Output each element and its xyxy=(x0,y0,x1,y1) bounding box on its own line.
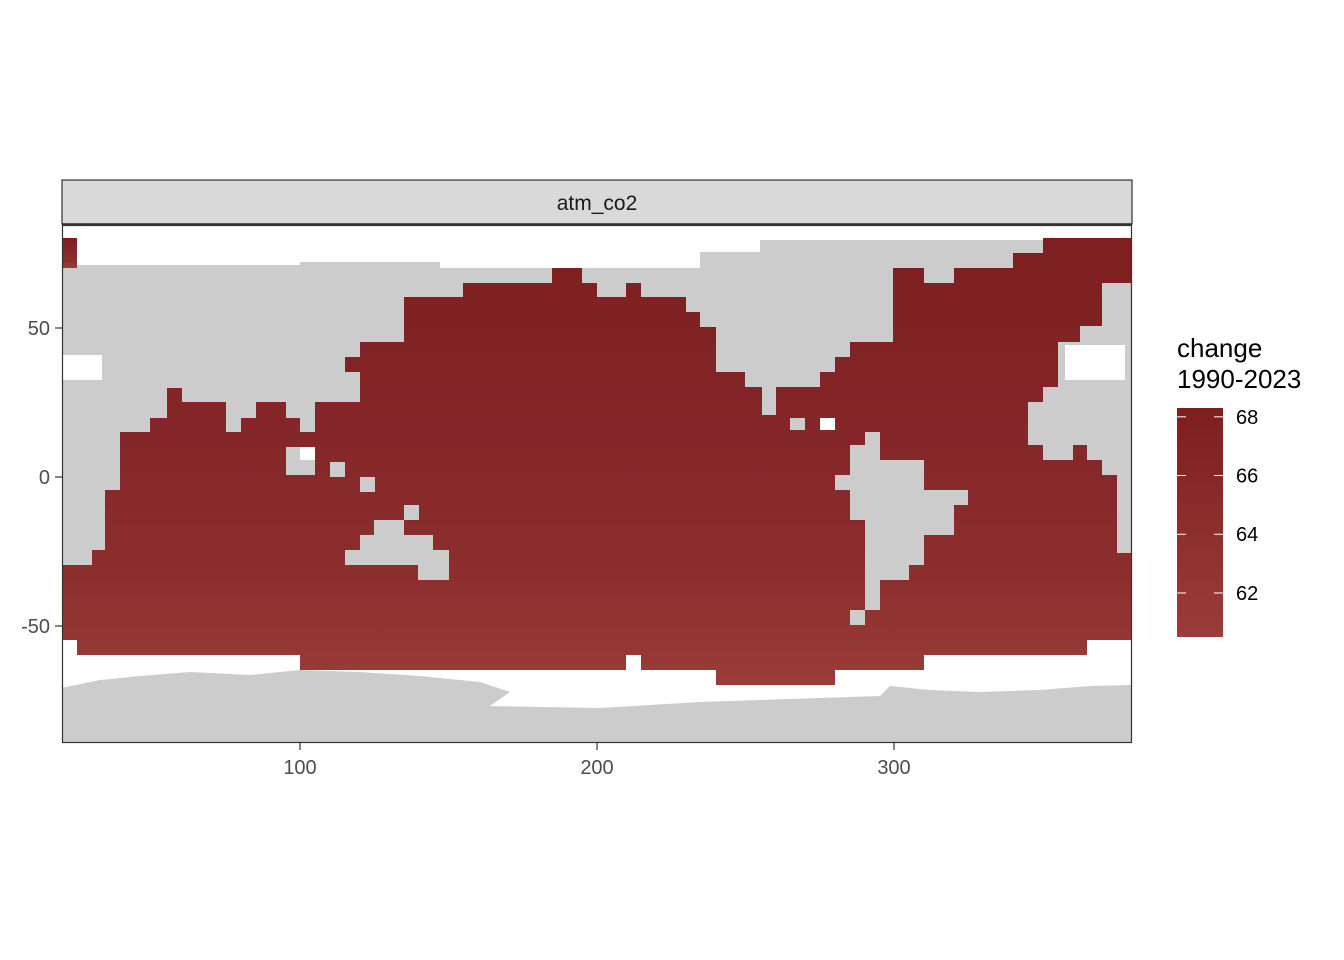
x-tick-label: 100 xyxy=(283,757,316,779)
legend-tick-label: 64 xyxy=(1236,524,1258,546)
x-tick-label: 300 xyxy=(877,757,910,779)
facet-strip-label: atm_co2 xyxy=(557,192,638,215)
legend-tick-label: 62 xyxy=(1236,583,1258,605)
land-island-caribbean xyxy=(790,418,805,430)
map-panel xyxy=(62,226,1132,743)
y-tick-label: 0 xyxy=(39,467,50,489)
land-island-sulawesi xyxy=(330,462,345,477)
y-tick-label: -50 xyxy=(21,616,50,638)
missing-cell xyxy=(626,655,641,670)
missing-cell xyxy=(820,418,835,430)
missing-cell xyxy=(300,447,315,460)
legend: change 1990-2023 68 66 64 62 xyxy=(1177,333,1301,637)
ocean-cell-northwest xyxy=(62,238,77,268)
land-island-sumatra xyxy=(286,447,301,475)
y-tick-label: 50 xyxy=(28,318,50,340)
legend-tick-label: 68 xyxy=(1236,407,1258,429)
missing-cell xyxy=(1065,345,1125,380)
x-tick-label: 200 xyxy=(580,757,613,779)
y-axis: 50 0 -50 xyxy=(21,318,62,638)
land-island-new-zealand xyxy=(404,505,419,520)
legend-title-line-1: change xyxy=(1177,333,1262,363)
land-europe xyxy=(1102,283,1132,326)
land-island-new-guinea xyxy=(360,477,375,492)
legend-tick-label: 66 xyxy=(1236,466,1258,488)
x-axis: 100 200 300 xyxy=(283,743,910,779)
land-tierra-del-fuego xyxy=(850,610,865,625)
land-island-borneo xyxy=(300,460,315,475)
missing-cell xyxy=(62,355,102,380)
legend-colorbar xyxy=(1177,408,1223,637)
legend-title-line-2: 1990-2023 xyxy=(1177,364,1301,394)
